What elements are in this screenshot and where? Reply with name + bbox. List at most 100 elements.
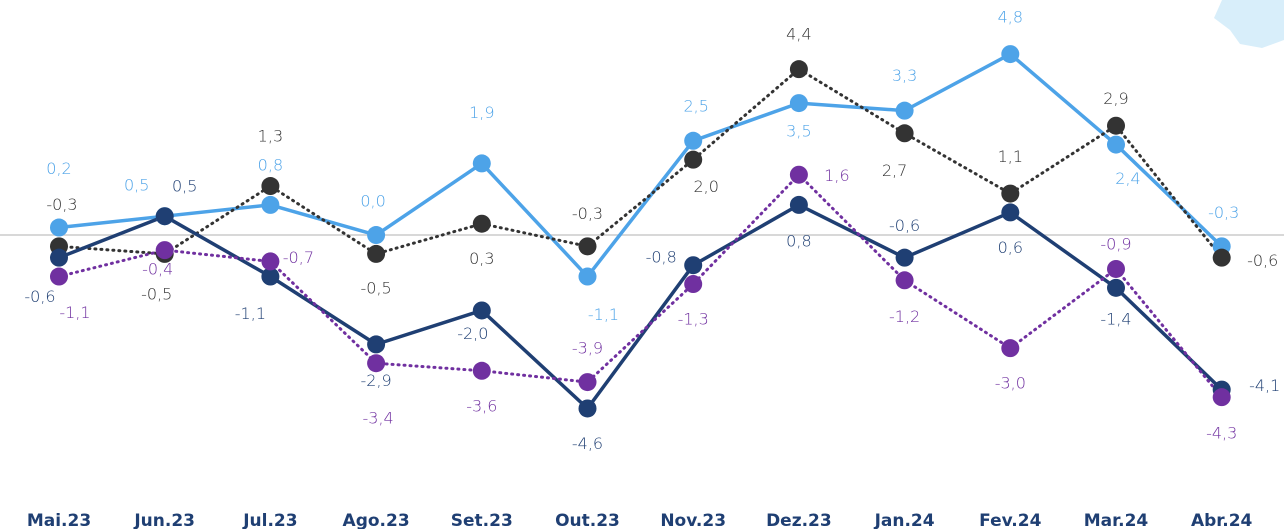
data-point bbox=[1001, 45, 1020, 64]
data-label: -0,3 bbox=[46, 195, 77, 214]
data-label: 4,4 bbox=[786, 25, 811, 44]
data-point bbox=[578, 373, 597, 392]
data-point bbox=[684, 256, 703, 275]
data-label: -0,3 bbox=[1208, 203, 1239, 222]
data-point bbox=[789, 60, 808, 79]
data-point bbox=[895, 271, 914, 290]
data-label: 2,4 bbox=[1115, 169, 1140, 188]
data-label: 1,1 bbox=[998, 147, 1023, 166]
data-point bbox=[578, 237, 597, 256]
data-label: -0,6 bbox=[24, 287, 55, 306]
data-point bbox=[50, 218, 68, 237]
data-point bbox=[1107, 259, 1125, 278]
x-tick-label: Nov.23 bbox=[660, 511, 726, 529]
data-point bbox=[472, 301, 491, 320]
data-point bbox=[1212, 388, 1231, 407]
data-point bbox=[1001, 339, 1020, 358]
data-point bbox=[1107, 278, 1125, 297]
data-point bbox=[472, 361, 491, 380]
data-point bbox=[261, 267, 280, 286]
series-line bbox=[57, 173, 1224, 399]
x-tick-label: Dez.23 bbox=[766, 511, 832, 529]
map-decoration bbox=[1214, 0, 1284, 48]
data-label: -2,9 bbox=[360, 371, 391, 390]
data-point bbox=[472, 154, 491, 173]
data-point bbox=[789, 195, 808, 214]
data-point bbox=[367, 244, 386, 263]
data-point bbox=[1107, 116, 1125, 135]
data-label: 1,6 bbox=[824, 166, 849, 185]
data-label: -4,1 bbox=[1249, 376, 1280, 395]
data-label: -0,7 bbox=[283, 248, 314, 267]
data-point bbox=[895, 101, 914, 120]
x-tick-label: Jun.23 bbox=[133, 511, 195, 529]
data-label: -0,4 bbox=[142, 260, 173, 279]
data-label: 0,6 bbox=[998, 238, 1023, 257]
data-label: -3,6 bbox=[466, 396, 497, 415]
data-point bbox=[50, 267, 68, 286]
data-point bbox=[684, 275, 703, 294]
data-label: -3,9 bbox=[572, 339, 603, 358]
x-tick-label: Mar.24 bbox=[1084, 511, 1149, 529]
data-label: -0,6 bbox=[1247, 251, 1278, 270]
data-label: -1,1 bbox=[588, 305, 619, 324]
data-label: -4,6 bbox=[572, 434, 603, 453]
data-point bbox=[684, 150, 703, 169]
data-label: 1,9 bbox=[469, 103, 494, 122]
data-label: 4,8 bbox=[998, 8, 1023, 27]
x-tick-label: Jan.24 bbox=[874, 511, 935, 529]
data-label: -3,0 bbox=[995, 374, 1026, 393]
series-line bbox=[57, 67, 1224, 260]
x-tick-label: Jul.23 bbox=[242, 511, 297, 529]
data-point bbox=[367, 335, 386, 354]
data-label: 0,8 bbox=[258, 155, 283, 174]
data-label: -1,1 bbox=[235, 304, 266, 323]
data-point bbox=[261, 195, 280, 214]
data-point bbox=[50, 248, 68, 267]
data-point bbox=[1001, 203, 1020, 222]
data-label: 0,8 bbox=[786, 231, 811, 250]
data-label: 0,2 bbox=[46, 159, 71, 178]
data-point bbox=[578, 267, 597, 286]
data-point bbox=[789, 94, 808, 113]
data-label: -0,3 bbox=[572, 204, 603, 223]
data-point bbox=[261, 252, 280, 271]
data-label: -1,4 bbox=[1100, 309, 1131, 328]
data-label: -0,5 bbox=[141, 284, 172, 303]
data-point bbox=[155, 241, 174, 260]
data-label: -1,1 bbox=[59, 303, 90, 322]
data-label: -0,8 bbox=[646, 248, 677, 267]
data-point bbox=[1107, 135, 1125, 154]
data-label: 3,5 bbox=[786, 122, 811, 141]
data-label: 2,7 bbox=[882, 161, 907, 180]
data-label: -0,6 bbox=[889, 216, 920, 235]
data-point bbox=[578, 399, 597, 418]
data-point bbox=[684, 131, 703, 150]
x-tick-label: Out.23 bbox=[555, 511, 620, 529]
data-label: -2,0 bbox=[457, 324, 488, 343]
data-label: 2,9 bbox=[1103, 89, 1128, 108]
series-line bbox=[58, 203, 1223, 411]
data-point bbox=[895, 248, 914, 267]
data-label: 0,0 bbox=[360, 192, 385, 211]
data-label: 1,3 bbox=[258, 127, 283, 146]
data-label: 0,5 bbox=[124, 176, 149, 195]
x-tick-label: Mai.23 bbox=[27, 511, 91, 529]
data-label: 3,3 bbox=[892, 66, 917, 85]
data-label: -0,9 bbox=[1100, 234, 1131, 253]
data-label: -1,3 bbox=[678, 310, 709, 329]
data-point bbox=[472, 214, 491, 233]
data-point bbox=[155, 207, 174, 226]
x-tick-label: Abr.24 bbox=[1191, 511, 1253, 529]
data-point bbox=[1212, 248, 1231, 267]
x-tick-label: Fev.24 bbox=[979, 511, 1041, 529]
data-point bbox=[895, 124, 914, 143]
data-label: -1,2 bbox=[889, 307, 920, 326]
data-label: -3,4 bbox=[362, 409, 393, 428]
data-point bbox=[261, 177, 280, 196]
data-point bbox=[367, 354, 386, 373]
data-label: 2,5 bbox=[683, 96, 708, 115]
data-point bbox=[1001, 184, 1020, 203]
